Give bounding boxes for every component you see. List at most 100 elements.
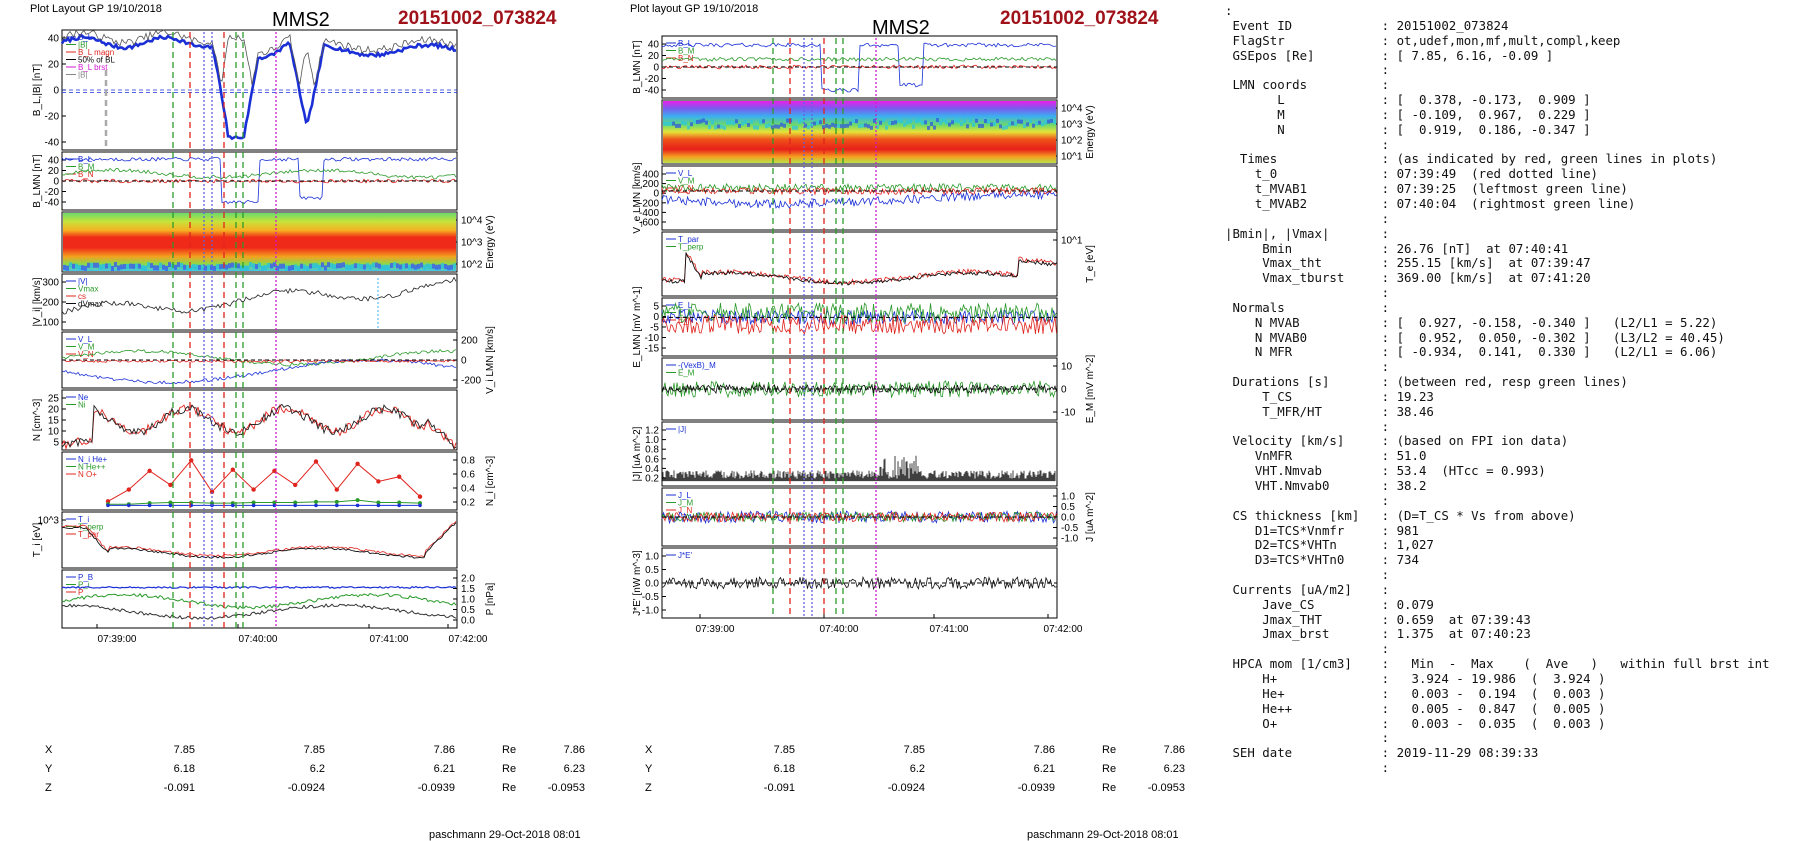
- spectrogram-noise: [117, 265, 120, 271]
- spectrogram-noise: [261, 265, 264, 271]
- legend-entry: Ni: [78, 401, 86, 410]
- y-tick-label: 0: [53, 86, 59, 97]
- he-pp-point: [147, 468, 152, 474]
- orbit-coordinate-value: 6.2: [309, 763, 325, 775]
- spectrogram-noise: [87, 262, 90, 268]
- spectrogram-noise: [141, 265, 144, 271]
- panel-frame: [61, 451, 458, 511]
- legend-entry: E_M: [678, 369, 695, 378]
- legend-entry: B_L: [678, 39, 693, 48]
- spectrogram-noise: [972, 122, 975, 127]
- spectrogram-noise: [279, 263, 282, 269]
- y-axis-label-right: Energy (eV): [485, 215, 496, 268]
- spectrogram-noise: [240, 265, 243, 271]
- panel-M7: 1.21.00.80.60.40.2|J| [uA m^-2] |J|: [632, 421, 1058, 487]
- orbit-coordinate-value: 6.18: [773, 763, 795, 775]
- legend-entry: B_L magn: [78, 48, 114, 57]
- orbit-unit: Re: [1102, 763, 1117, 775]
- orbit-coordinate-label: X: [645, 744, 653, 756]
- spectrogram-noise: [336, 263, 339, 269]
- spectrogram-noise: [966, 124, 969, 129]
- spectrogram-noise: [186, 265, 189, 271]
- panel-L7: 0.8 0.6 0.4 0.2 N_i [cm^-3] N_i He+N He++N O+: [61, 451, 496, 511]
- o-p-point: [397, 503, 402, 508]
- o-p-point: [376, 503, 381, 508]
- spectrogram-noise: [153, 265, 156, 271]
- y-tick-label: 1.2: [645, 426, 659, 437]
- spectrogram-noise: [225, 264, 228, 270]
- ti-line: [61, 522, 457, 559]
- legend-entry: B_M: [678, 47, 695, 56]
- spectrogram-noise: [954, 118, 957, 123]
- m-series-8: [662, 575, 1057, 590]
- spectrogram-noise: [951, 120, 954, 125]
- y-axis-label: |V_i| [km/s]: [32, 277, 43, 326]
- info-line: H+ : 3.924 - 19.986 ( 3.924 ): [1225, 670, 1606, 686]
- spectrogram-noise: [801, 118, 804, 123]
- y-tick-label-right: 10^1: [1061, 236, 1083, 247]
- y-tick-label-right: 10^4: [1061, 104, 1083, 115]
- spectrogram-fill: [63, 213, 456, 271]
- y-tick-label: -10: [645, 333, 660, 344]
- spectrogram-noise: [759, 120, 762, 125]
- y-axis-label-right: N_i [cm^-3]: [485, 456, 496, 506]
- y-axis-label-right: J [uA m^-2]: [1085, 492, 1096, 542]
- info-line: He+ : 0.003 - 0.194 ( 0.003 ): [1225, 685, 1606, 701]
- vexb-line: [661, 383, 1057, 395]
- middle-orbit-row: Z -0.091 -0.0924 -0.0939 -0.0953 Re: [645, 782, 1185, 798]
- orbit-coordinate-value: 7.86: [1033, 744, 1055, 756]
- middle-event-label: 20151002_073824: [1000, 8, 1159, 29]
- legend-entry: B_L brst: [78, 63, 108, 72]
- spectrogram-noise: [210, 265, 213, 271]
- spectrogram-noise: [324, 265, 327, 271]
- spectrogram-noise: [1002, 125, 1005, 130]
- info-line: LMN coords :: [1225, 77, 1390, 93]
- left-orbit-row: Z -0.091 -0.0924 -0.0939 -0.0953 Re: [45, 782, 585, 798]
- spectrogram-noise: [963, 118, 966, 123]
- spectrogram-noise: [696, 120, 699, 125]
- vn-line: [61, 359, 457, 363]
- spectrogram-noise: [888, 121, 891, 126]
- spectrogram-noise: [177, 262, 180, 268]
- panel-frame: [661, 99, 1058, 165]
- spectrogram-noise: [93, 262, 96, 268]
- info-line: T_MFR/HT : 38.46: [1225, 403, 1434, 419]
- middle-orbit-row: Y 6.18 6.2 6.21 6.23 Re: [645, 763, 1185, 779]
- info-line: Jave_CS : 0.079: [1225, 596, 1434, 612]
- spectrogram-noise: [405, 263, 408, 269]
- legend-entry: N He++: [78, 463, 106, 472]
- spectrogram-noise: [75, 263, 78, 269]
- spectrogram-noise: [312, 263, 315, 269]
- spectrogram-noise: [735, 119, 738, 124]
- info-line: CS thickness [km] : (D=T_CS * Vs from ab…: [1225, 507, 1576, 523]
- legend-entry: -(VexB)_M: [678, 361, 716, 370]
- spectrogram-noise: [837, 123, 840, 128]
- spectrogram-noise: [717, 124, 720, 129]
- info-line: :: [1225, 359, 1390, 375]
- y-axis-label: |J| [uA m^-2]: [632, 426, 643, 481]
- spectrogram-noise: [330, 263, 333, 269]
- spectrogram-noise: [897, 118, 900, 123]
- spectrogram-noise: [201, 264, 204, 270]
- he-pp-point: [126, 487, 131, 492]
- he-p-point: [376, 500, 381, 505]
- spectrogram-noise: [195, 264, 198, 270]
- spectrogram-noise: [792, 125, 795, 130]
- legend-entry: J_L: [678, 491, 691, 500]
- y-axis-label: E_LMN [mV m^-1]: [632, 286, 643, 368]
- spectrogram-noise: [741, 121, 744, 126]
- legend-entry: T_i: [78, 515, 89, 524]
- he-p-point: [293, 500, 298, 505]
- spectrogram-noise: [363, 264, 366, 270]
- info-line: t_0 : 07:39:49 (red dotted line): [1225, 166, 1598, 182]
- orbit-coordinate-value: 6.21: [433, 763, 455, 775]
- spectrogram-noise: [420, 262, 423, 268]
- ni-line: [61, 403, 457, 450]
- vi-series: [61, 276, 457, 330]
- x-tick-label: 07:41:00: [930, 624, 969, 635]
- spectrogram-noise: [429, 264, 432, 270]
- orbit-unit: Re: [502, 744, 517, 756]
